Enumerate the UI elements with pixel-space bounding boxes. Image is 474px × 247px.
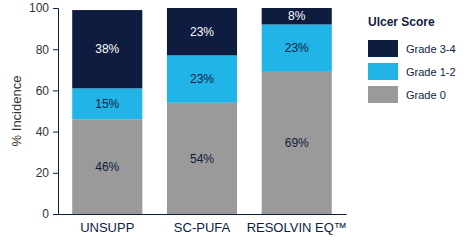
x-tick: UNSUPP	[80, 214, 134, 235]
bars	[72, 8, 332, 214]
x-axis: UNSUPP SC-PUFA RESOLVIN EQ™	[59, 214, 347, 235]
data-label: 23%	[190, 72, 214, 86]
legend-item: Grade 0	[368, 86, 446, 103]
y-axis: 0 20 40 60 80 100	[29, 1, 59, 221]
y-tick-label: 80	[36, 43, 50, 57]
x-tick: SC-PUFA	[174, 214, 231, 235]
y-tick-mark	[53, 173, 58, 174]
data-label: 46%	[95, 160, 119, 174]
y-tick-label: 0	[42, 207, 49, 221]
bar-segment	[167, 55, 237, 102]
legend-swatch	[368, 86, 398, 103]
bar-segment	[262, 24, 332, 71]
y-tick-mark	[53, 90, 58, 91]
data-label: 38%	[95, 42, 119, 56]
legend-item: Grade 3-4	[368, 40, 456, 57]
y-tick-label: 40	[36, 125, 50, 139]
bar-segment	[72, 88, 142, 119]
y-tick: 40	[36, 125, 58, 139]
y-axis-title: % Incidence	[9, 76, 24, 147]
data-labels: 46% 15% 38% 54% 23% 23% 69% 23% 8%	[95, 9, 309, 173]
bar-segment	[167, 103, 237, 214]
bar-segment	[72, 119, 142, 214]
y-axis-line	[53, 9, 59, 215]
bar-segment	[262, 72, 332, 214]
legend-item: Grade 1-2	[368, 63, 456, 80]
y-tick-mark	[53, 49, 58, 50]
data-label: 23%	[285, 41, 309, 55]
bar-segment	[167, 8, 237, 55]
x-tick: RESOLVIN EQ™	[247, 214, 347, 235]
legend-label: Grade 0	[406, 89, 446, 101]
y-tick: 100	[29, 1, 58, 15]
x-tick-label: RESOLVIN EQ™	[247, 220, 347, 235]
x-tick-label: UNSUPP	[80, 220, 134, 235]
y-tick-mark	[53, 132, 58, 133]
y-tick-label: 100	[29, 1, 49, 15]
data-label: 23%	[190, 25, 214, 39]
plot: 46% 15% 38% 54% 23% 23% 69% 23% 8% 0 20 40 60 80 100 UN…	[29, 1, 347, 235]
y-tick: 20	[36, 166, 58, 180]
x-axis-line	[59, 214, 347, 215]
y-tick: 80	[36, 43, 58, 57]
bar-segment	[262, 8, 332, 24]
y-tick: 60	[36, 84, 58, 98]
data-label: 15%	[95, 97, 119, 111]
data-label: 8%	[288, 9, 306, 23]
bar-segment	[72, 10, 142, 88]
y-tick: 0	[42, 207, 58, 221]
legend-label: Grade 3-4	[406, 43, 456, 55]
legend-swatch	[368, 63, 398, 80]
legend-label: Grade 1-2	[406, 66, 456, 78]
x-tick-label: SC-PUFA	[174, 220, 231, 235]
y-tick-mark	[53, 8, 58, 9]
y-tick-mark	[53, 214, 58, 215]
data-label: 54%	[190, 152, 214, 166]
y-tick-label: 20	[36, 166, 50, 180]
y-tick-label: 60	[36, 84, 50, 98]
data-label: 69%	[285, 136, 309, 150]
legend-swatch	[368, 40, 398, 57]
legend: Ulcer Score Grade 3-4 Grade 1-2 Grade 0	[368, 15, 456, 103]
legend-title: Ulcer Score	[368, 15, 435, 29]
